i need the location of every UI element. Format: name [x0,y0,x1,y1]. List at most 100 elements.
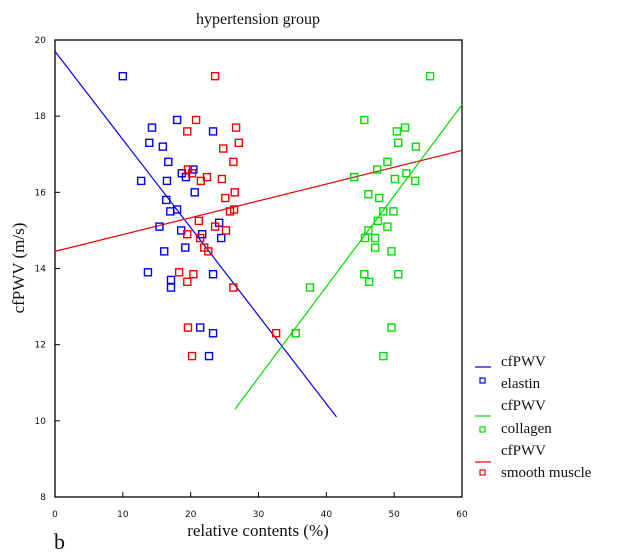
point-elastin [204,351,214,361]
point-elastin [208,270,218,279]
y-tick-label: 12 [35,341,46,351]
point-smooth-muscle [189,270,198,279]
point-collagen [305,283,315,292]
fit-line-smooth-muscle [54,149,463,252]
plot-frame [54,39,463,498]
y-axis: 8 10 12 14 16 18 20 [35,36,60,503]
point-elastin [145,138,154,148]
point-collagen [373,216,383,226]
point-collagen [410,176,420,186]
point-smooth-muscle [210,71,220,81]
point-collagen [370,243,380,252]
point-collagen [402,169,411,178]
x-axis-label: relative contents (%) [187,521,329,540]
legend-line-label-elastin: cfPWV [501,354,546,370]
point-collagen [373,165,382,174]
point-elastin [208,329,218,338]
legend-marker-collagen [479,426,486,433]
point-collagen [389,207,398,216]
y-tick-label: 14 [35,265,47,275]
point-elastin [143,268,153,277]
point-collagen [392,127,402,136]
point-elastin [155,222,164,231]
point-smooth-muscle [229,205,239,214]
point-smooth-muscle [234,138,244,148]
x-tick-label: 30 [253,510,265,520]
point-collagen [400,123,410,132]
fit-line-elastin [54,51,337,418]
point-elastin [160,247,169,256]
point-smooth-muscle [196,176,206,186]
point-elastin [166,283,176,292]
legend-label-collagen: collagen [501,421,552,437]
point-collagen [364,190,373,199]
point-collagen [379,207,388,216]
x-tick-label: 10 [117,510,129,520]
x-tick-label: 40 [321,510,333,520]
fit-line-collagen [234,104,463,410]
point-elastin [208,127,218,136]
point-smooth-muscle [221,193,230,203]
point-elastin [166,275,176,285]
fit-lines [54,51,463,418]
point-smooth-muscle [229,283,238,292]
legend-marker-smooth-muscle [479,469,486,476]
legend-line-label-collagen: cfPWV [501,398,546,414]
point-collagen [425,71,435,81]
point-collagen [375,193,384,203]
point-collagen [383,157,392,167]
point-smooth-muscle [229,157,238,167]
point-smooth-muscle [195,233,205,243]
point-collagen [387,323,396,332]
point-smooth-muscle [183,230,192,239]
point-elastin [136,176,146,186]
point-elastin [216,233,226,243]
y-axis-label: cfPWV (m/s) [9,223,28,314]
point-collagen [387,247,396,256]
point-smooth-muscle [187,351,197,361]
point-collagen [394,138,403,148]
point-elastin [190,188,199,197]
x-tick-label: 20 [185,510,197,520]
point-collagen [364,277,374,287]
point-collagen [370,233,380,243]
data-points [118,71,435,361]
chart-title: hypertension group [196,11,320,28]
point-smooth-muscle [231,123,241,132]
point-collagen [360,115,369,125]
point-smooth-muscle [183,127,192,136]
point-elastin [158,142,168,151]
y-tick-label: 18 [35,112,47,122]
legend-label-elastin: elastin [501,376,541,392]
point-elastin [181,243,190,252]
point-elastin [147,123,157,132]
point-elastin [195,323,205,332]
point-collagen [360,233,370,243]
point-smooth-muscle [183,323,193,332]
x-tick-label: 50 [388,510,400,520]
point-smooth-muscle [183,277,192,287]
point-collagen [379,351,388,361]
y-tick-label: 10 [35,417,47,427]
point-smooth-muscle [221,226,231,235]
point-elastin [118,71,128,81]
point-collagen [390,174,400,184]
point-smooth-muscle [230,188,239,197]
point-collagen [291,329,301,338]
point-smooth-muscle [217,174,227,184]
point-elastin [162,176,172,186]
y-tick-label: 8 [40,493,46,503]
point-collagen [411,142,421,151]
point-elastin [164,157,173,167]
point-smooth-muscle [187,169,197,178]
point-smooth-muscle [204,247,213,256]
x-tick-label: 0 [52,510,58,520]
legend-line-label-smooth-muscle: cfPWV [501,443,546,459]
point-smooth-muscle [219,144,228,153]
point-smooth-muscle [271,329,281,338]
point-elastin [172,115,182,125]
legend-label-smooth-muscle: smooth muscle [501,465,592,481]
point-collagen [394,270,403,279]
point-smooth-muscle [194,216,204,226]
